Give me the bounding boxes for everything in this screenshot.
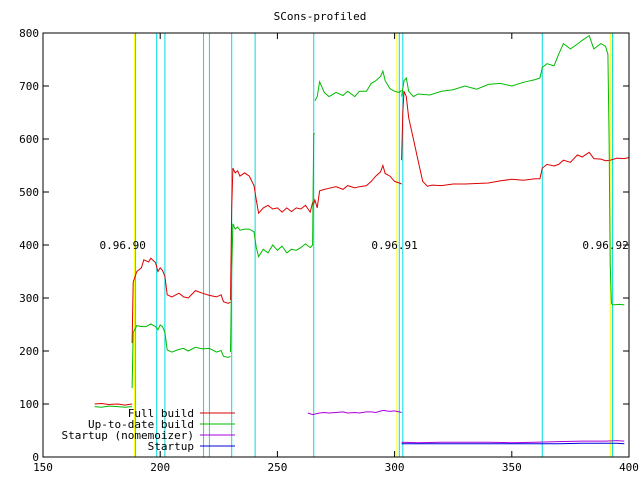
series-line-startup: [401, 442, 625, 445]
series-line-up-to-date-build: [131, 323, 231, 389]
x-tick-label: 200: [150, 461, 170, 474]
axes: 150 200 250 300 350 400 0 100 200 300 400 500 600 700…: [19, 27, 639, 474]
series-line-full-build: [401, 91, 630, 187]
version-labels: 0.96.90 0.96.91 0.96.92: [100, 239, 629, 252]
series-line-up-to-date-build: [230, 133, 315, 353]
series-line-startup-nomemoizer: [307, 409, 402, 416]
y-tick-label: 0: [32, 451, 39, 464]
series-line-startup-nomemoizer: [401, 440, 625, 444]
series-line-up-to-date-build: [401, 34, 625, 306]
x-tick-label: 350: [502, 461, 522, 474]
y-tick-label: 800: [19, 27, 39, 40]
x-tick-label: 250: [267, 461, 287, 474]
chart-title: SCons-profiled: [274, 10, 367, 23]
x-tick-label: 400: [619, 461, 639, 474]
y-tick-label: 400: [19, 239, 39, 252]
x-tick-label: 300: [385, 461, 405, 474]
series-line-full-build: [131, 257, 231, 344]
legend-label: Startup: [148, 440, 194, 453]
y-tick-label: 500: [19, 186, 39, 199]
version-label: 0.96.91: [371, 239, 417, 252]
y-tick-label: 200: [19, 345, 39, 358]
x-tick-label: 150: [33, 461, 53, 474]
series-line-up-to-date-build: [94, 405, 133, 408]
y-tick-label: 700: [19, 80, 39, 93]
legend-label: Up-to-date build: [88, 418, 194, 431]
version-markers: [133, 33, 614, 457]
series-line-up-to-date-build: [314, 69, 402, 102]
series-layer: [94, 34, 630, 445]
series-line-full-build: [94, 402, 133, 406]
version-label: 0.96.90: [100, 239, 146, 252]
y-tick-label: 600: [19, 133, 39, 146]
version-label: 0.96.92: [582, 239, 628, 252]
legend-label: Startup (nomemoizer): [62, 429, 194, 442]
legend-label: Full build: [128, 407, 194, 420]
y-tick-label: 100: [19, 398, 39, 411]
series-line-full-build: [230, 163, 402, 301]
y-tick-label: 300: [19, 292, 39, 305]
